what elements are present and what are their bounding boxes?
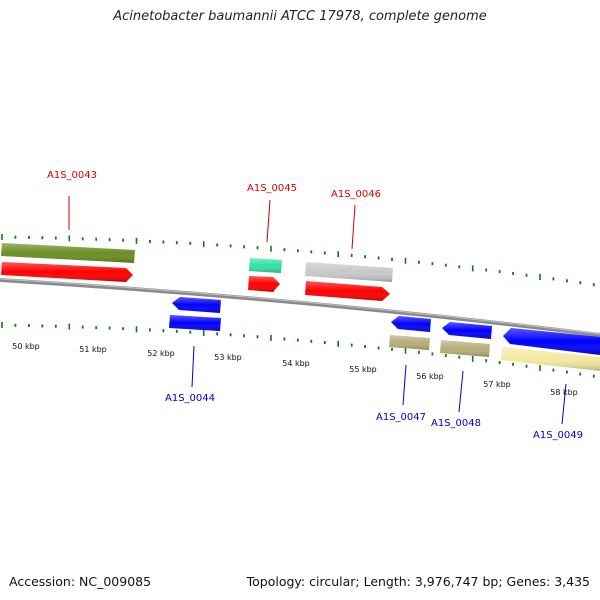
leader-line-0045 [266, 199, 271, 243]
scale-label-55kbp: 55 kbp [349, 365, 377, 374]
cds-forward-0045[interactable] [248, 276, 280, 292]
cds-reverse-0049[interactable] [503, 328, 600, 355]
gene-label-0048: A1S_0048 [431, 418, 481, 429]
leader-line-0046 [351, 204, 356, 250]
feature-bar-0045-cog[interactable] [249, 258, 282, 273]
gene-label-0046: A1S_0046 [331, 189, 381, 200]
gene-label-0047: A1S_0047 [376, 412, 426, 423]
gene-label-0049: A1S_0049 [533, 430, 583, 441]
feature-bar-0048-cog[interactable] [440, 340, 490, 357]
cds-forward-0043[interactable] [1, 262, 133, 282]
feature-bar-0044-cog[interactable] [169, 315, 221, 331]
scale-label-57kbp: 57 kbp [483, 380, 511, 389]
scale-label-53kbp: 53 kbp [214, 353, 242, 362]
cds-forward-0046[interactable] [305, 281, 390, 301]
feature-bar-0047-cog[interactable] [389, 335, 430, 350]
gene-label-0043: A1S_0043 [47, 170, 97, 181]
scale-label-54kbp: 54 kbp [282, 359, 310, 368]
leader-line-0049 [561, 383, 567, 425]
scale-label-51kbp: 51 kbp [79, 345, 107, 354]
outer-tick-ring [1, 234, 595, 287]
cds-reverse-0044[interactable] [172, 297, 221, 313]
leader-line-0047 [402, 364, 407, 406]
scale-label-56kbp: 56 kbp [416, 372, 444, 381]
topology-text: Topology: circular; Length: 3,976,747 bp… [246, 574, 590, 589]
gene-label-0045: A1S_0045 [247, 183, 297, 194]
scale-label-58kbp: 58 kbp [550, 388, 578, 397]
genome-backbone [0, 278, 600, 337]
feature-bar-0043-cog[interactable] [1, 243, 135, 263]
leader-line-0048 [458, 370, 464, 413]
leader-line-0044 [191, 345, 195, 388]
map-title: Acinetobacter baumannii ATCC 17978, comp… [113, 9, 487, 24]
scale-label-50kbp: 50 kbp [12, 342, 40, 351]
inner-tick-ring [1, 322, 595, 378]
feature-bar-0049-cog[interactable] [501, 347, 600, 371]
cds-reverse-0047[interactable] [391, 316, 431, 332]
accession-text: Accession: NC_009085 [9, 574, 152, 589]
gene-label-0044: A1S_0044 [165, 393, 215, 404]
scale-label-52kbp: 52 kbp [147, 349, 175, 358]
feature-bar-0046-cog[interactable] [305, 262, 393, 282]
cds-reverse-0048[interactable] [442, 322, 492, 339]
